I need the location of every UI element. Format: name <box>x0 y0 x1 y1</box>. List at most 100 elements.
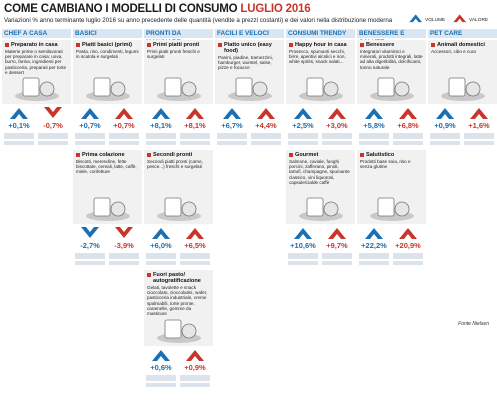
item-name: Primi piatti pronti <box>147 42 210 48</box>
item-illustration <box>299 77 343 101</box>
item-illustration <box>299 197 343 221</box>
arrow-shape <box>152 108 170 119</box>
arrow-shape <box>223 108 241 119</box>
item-illustration <box>370 197 414 221</box>
value-bar <box>251 133 281 139</box>
item-illustration <box>228 77 272 101</box>
item-illustration <box>86 197 130 221</box>
item-name-text: Salutistico <box>366 152 395 158</box>
volume-value: +0,7% <box>79 121 101 130</box>
value-bar <box>180 375 210 381</box>
value-bar <box>217 141 247 145</box>
item-name-text: Primi piatti pronti <box>153 42 200 48</box>
arrow-shape <box>81 227 99 238</box>
arrow-icon <box>470 108 488 119</box>
item-description: Prodotti base soia, riso e senza glutine <box>360 159 411 170</box>
arrow-icon <box>152 350 170 361</box>
valore-value: +6,5% <box>184 241 206 250</box>
arrow-shape <box>294 108 312 119</box>
value-bar <box>180 253 210 259</box>
value-bar <box>322 141 352 145</box>
arrow-icon <box>10 108 28 119</box>
arrow-shape <box>453 14 466 23</box>
illustration-part <box>110 201 126 217</box>
item-name-text: Piatto unico (easy food) <box>224 42 272 54</box>
value-bar <box>75 133 105 139</box>
bullet <box>147 153 151 157</box>
arrow-shape <box>328 228 346 239</box>
arrow-shape <box>257 108 275 119</box>
arrow-shape <box>81 108 99 119</box>
arrow-icon <box>294 228 312 239</box>
value-bar <box>109 133 139 139</box>
value-bar <box>322 133 352 139</box>
item-description: Integratori vitaminici e minerali, prodo… <box>360 49 423 70</box>
volume-value: +8,1% <box>150 121 172 130</box>
value-bar <box>4 141 34 145</box>
arrow-shape <box>409 14 422 23</box>
item-description: Primi piatti pronti freschi e surgelati <box>147 49 200 60</box>
item-name-text: Fuori pasto/ autogratificazione <box>153 272 201 284</box>
arrow-shape <box>365 228 383 239</box>
value-bar <box>322 253 352 259</box>
bullet <box>360 153 364 157</box>
item-description: Biscotti, merendine, fette biscottate, c… <box>76 159 137 175</box>
item-description: Secondi piatti pronti (carne, pesce...) … <box>147 159 203 170</box>
valore-value: +4,4% <box>255 121 277 130</box>
illustration-part <box>323 201 339 217</box>
value-bar <box>464 133 494 139</box>
illustration-part <box>306 77 324 97</box>
value-bar <box>288 253 318 259</box>
bullet <box>5 43 9 47</box>
arrow-icon <box>223 108 241 119</box>
item-illustration <box>157 77 201 101</box>
arrow-icon <box>152 108 170 119</box>
arrow-shape <box>436 108 454 119</box>
item-name-text: Animali domestici <box>437 42 485 48</box>
valore-value: +1,6% <box>468 121 490 130</box>
arrow-shape <box>399 108 417 119</box>
volume-value: +10,6% <box>290 241 316 250</box>
illustration-part <box>93 77 111 97</box>
value-bar <box>393 253 423 259</box>
illustration-part <box>181 81 197 97</box>
arrow-shape <box>115 108 133 119</box>
item-illustration <box>370 77 414 101</box>
value-bar <box>180 133 210 139</box>
arrow-icon <box>328 108 346 119</box>
arrow-icon <box>152 228 170 239</box>
illustration-part <box>252 81 268 97</box>
arrow-icon <box>186 350 204 361</box>
column-header: PRONTI DA MANGIARE <box>144 29 213 46</box>
value-bar <box>288 261 318 265</box>
volume-value: +0,6% <box>150 363 172 372</box>
item-name: Piatto unico (easy food) <box>218 42 281 54</box>
bullet <box>76 43 80 47</box>
arrow-icon <box>115 108 133 119</box>
item-name: Happy hour in casa <box>289 42 352 48</box>
arrow-icon <box>328 228 346 239</box>
column-header: PET CARE <box>428 29 497 38</box>
item-name: Prima colazione <box>76 152 139 158</box>
arrow-shape <box>10 108 28 119</box>
volume-value: +0,1% <box>8 121 30 130</box>
valore-value: -0,7% <box>43 121 63 130</box>
source: Fonte Nielsen <box>458 321 489 327</box>
valore-value: +8,1% <box>184 121 206 130</box>
value-bar <box>38 141 68 145</box>
value-bar <box>359 261 389 265</box>
illustration-part <box>377 197 395 217</box>
legend: VOLUME VALORE <box>408 14 492 26</box>
column-header: BENESSERE E SALUTE <box>357 29 426 46</box>
value-bar <box>359 133 389 139</box>
item-name: Animali domestici <box>431 42 494 48</box>
legend-label: VOLUME <box>425 18 446 23</box>
arrow-shape <box>365 108 383 119</box>
item-name-text: Secondi pronti <box>153 152 193 158</box>
arrow-icon <box>186 228 204 239</box>
value-bar <box>288 133 318 139</box>
arrow-shape <box>186 228 204 239</box>
arrow-icon <box>436 108 454 119</box>
value-bar <box>180 261 210 265</box>
value-bar <box>146 253 176 259</box>
